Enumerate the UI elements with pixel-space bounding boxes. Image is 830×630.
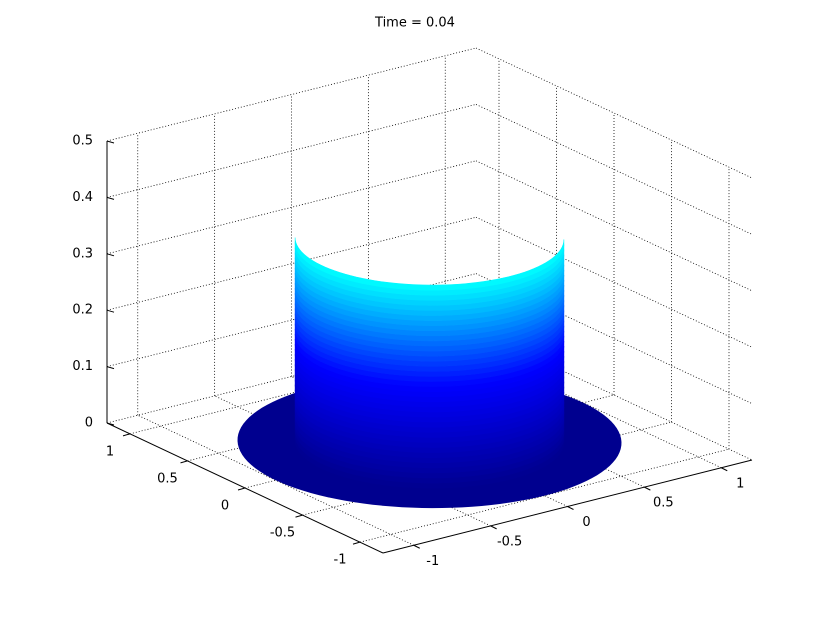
- z-tick: [106, 253, 115, 257]
- x-tick: [490, 525, 497, 530]
- x-tick: [567, 506, 574, 510]
- y-tick-label: 0: [221, 499, 229, 514]
- grid-line: [106, 47, 477, 142]
- z-tick: [106, 366, 115, 370]
- z-tick: [106, 196, 115, 200]
- grid-line: [359, 448, 730, 543]
- x-tick: [721, 467, 728, 472]
- z-tick: [106, 140, 115, 144]
- z-tick: [106, 422, 115, 426]
- grid-line: [129, 340, 500, 435]
- y-tick: [180, 460, 188, 464]
- x-tick: [413, 544, 420, 549]
- y-tick: [122, 433, 131, 437]
- grid-line: [106, 104, 477, 198]
- wall-band: [294, 237, 565, 291]
- z-tick-label: 0.5: [72, 134, 93, 149]
- y-tick: [295, 514, 303, 518]
- x-tick-label: -0.5: [497, 534, 522, 549]
- grid-line: [106, 329, 477, 424]
- grid-line: [106, 216, 477, 311]
- x-tick-label: 0.5: [653, 496, 674, 511]
- y-tick: [237, 487, 246, 491]
- grid-line: [106, 273, 477, 367]
- z-tick-label: 0.2: [72, 303, 93, 318]
- z-tick-label: 0.4: [72, 190, 93, 205]
- chart-title: Time = 0.04: [374, 16, 455, 31]
- z-tick-label: 0.1: [72, 359, 93, 374]
- x-tick-label: -1: [426, 554, 439, 569]
- z-tick-label: 0.3: [72, 246, 93, 261]
- y-tick-label: -0.5: [270, 526, 295, 541]
- x-tick-label: 0: [582, 515, 590, 530]
- y-tick-label: -1: [334, 553, 347, 568]
- x-tick: [644, 486, 651, 491]
- y-tick-label: 1: [106, 444, 114, 459]
- z-tick: [106, 309, 115, 313]
- y-tick-label: 0.5: [157, 471, 178, 486]
- grid-line: [106, 160, 477, 255]
- x-tick-label: 1: [736, 476, 744, 491]
- z-tick-label: 0: [85, 416, 93, 431]
- y-tick: [352, 541, 361, 545]
